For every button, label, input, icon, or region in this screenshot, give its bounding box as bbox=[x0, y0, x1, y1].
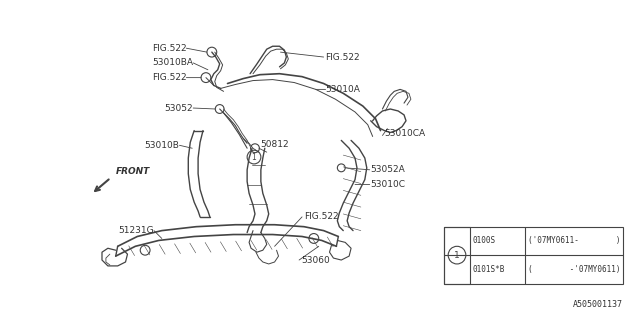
Text: 53052: 53052 bbox=[164, 104, 193, 113]
Text: 53010B: 53010B bbox=[145, 141, 179, 150]
Text: 1: 1 bbox=[252, 153, 257, 162]
Text: 51231G: 51231G bbox=[118, 226, 154, 235]
Text: FIG.522: FIG.522 bbox=[152, 73, 186, 82]
Text: 53052A: 53052A bbox=[371, 165, 406, 174]
Text: 1: 1 bbox=[454, 251, 460, 260]
Bar bbox=[444, 227, 623, 284]
Text: 0101S*B: 0101S*B bbox=[473, 265, 505, 274]
Bar bbox=[444, 227, 470, 284]
Text: FIG.522: FIG.522 bbox=[152, 44, 186, 53]
Circle shape bbox=[247, 150, 261, 164]
Text: (        -'07MY0611): ( -'07MY0611) bbox=[527, 265, 620, 274]
Text: FRONT: FRONT bbox=[116, 167, 150, 176]
Circle shape bbox=[448, 246, 466, 264]
Text: 53010CA: 53010CA bbox=[385, 129, 426, 138]
Text: 50812: 50812 bbox=[260, 140, 289, 149]
Text: 53010BA: 53010BA bbox=[152, 59, 193, 68]
Text: 53060: 53060 bbox=[301, 256, 330, 265]
Text: 0100S: 0100S bbox=[473, 236, 496, 245]
Text: 53010C: 53010C bbox=[371, 180, 406, 189]
Text: 53010A: 53010A bbox=[326, 85, 360, 94]
Text: FIG.522: FIG.522 bbox=[326, 52, 360, 61]
Text: FIG.522: FIG.522 bbox=[304, 212, 339, 221]
Text: ('07MY0611-        ): ('07MY0611- ) bbox=[527, 236, 620, 245]
Text: A505001137: A505001137 bbox=[573, 300, 623, 309]
